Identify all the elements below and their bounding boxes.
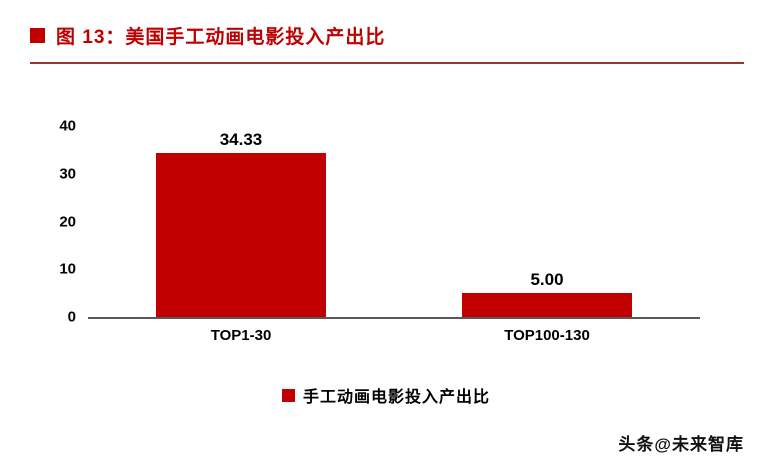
- x-axis-label: TOP100-130: [504, 327, 590, 344]
- y-tick-label: 40: [59, 117, 76, 135]
- y-axis: 0 10 20 30 40: [59, 119, 700, 325]
- watermark: 头条@未来智库: [618, 435, 744, 454]
- figure-header: 图 13：美国手工动画电影投入产出比: [30, 22, 744, 64]
- chart-legend: 手工动画电影投入产出比: [0, 383, 772, 407]
- y-tick-label: 20: [59, 213, 76, 230]
- plot-area: 0 10 20 30 40 34.33 5.00: [59, 119, 700, 325]
- x-axis-labels: TOP1-30 TOP100-130: [88, 327, 700, 344]
- legend-swatch-icon: [281, 388, 295, 402]
- x-axis-label: TOP1-30: [210, 327, 272, 344]
- bar: [156, 153, 326, 317]
- y-tick-label: 30: [59, 165, 76, 183]
- bars-container: 34.33 5.00: [88, 126, 700, 317]
- bar-value-label: 5.00: [530, 270, 564, 290]
- bar-slot: 5.00: [394, 126, 700, 317]
- title-marker-icon: [30, 28, 45, 43]
- bar: [462, 293, 632, 317]
- bar-value-label: 34.33: [219, 130, 263, 150]
- y-tick-label: 10: [59, 260, 76, 278]
- legend-label: 手工动画电影投入产出比: [302, 389, 490, 406]
- figure-title: 图 13：美国手工动画电影投入产出比: [56, 27, 386, 48]
- bar-slot: 34.33: [88, 126, 394, 317]
- y-tick-label: 0: [67, 308, 76, 326]
